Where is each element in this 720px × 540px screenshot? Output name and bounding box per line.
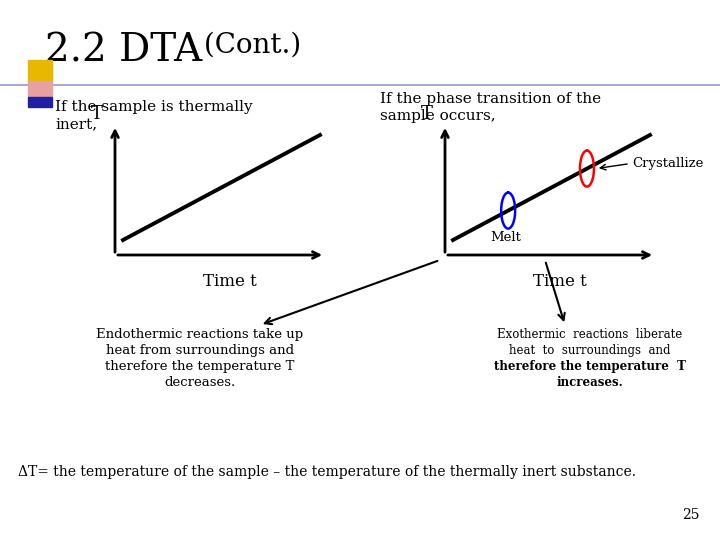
Text: (Cont.): (Cont.) [195, 32, 301, 59]
Text: therefore the temperature  T: therefore the temperature T [494, 360, 686, 373]
Text: Exothermic  reactions  liberate: Exothermic reactions liberate [498, 328, 683, 341]
Text: If the phase transition of the: If the phase transition of the [380, 92, 601, 106]
Text: 25: 25 [683, 508, 700, 522]
Text: 2.2 DTA: 2.2 DTA [45, 32, 202, 69]
Text: Melt: Melt [491, 231, 521, 244]
Text: decreases.: decreases. [164, 376, 235, 389]
Text: T: T [421, 105, 433, 123]
Bar [28, 60, 52, 82]
Text: If the sample is thermally: If the sample is thermally [55, 100, 253, 114]
Bar [28, 81, 52, 97]
Text: therefore the temperature T: therefore the temperature T [105, 360, 294, 373]
Text: heat  to  surroundings  and: heat to surroundings and [509, 344, 671, 357]
Bar [28, 97, 52, 107]
Text: Time t: Time t [533, 273, 587, 290]
Text: inert,: inert, [55, 117, 97, 131]
Text: Time t: Time t [203, 273, 257, 290]
Text: increases.: increases. [557, 376, 624, 389]
Text: Crystallize: Crystallize [632, 157, 703, 170]
Text: ΔT= the temperature of the sample – the temperature of the thermally inert subst: ΔT= the temperature of the sample – the … [18, 465, 636, 479]
Text: sample occurs,: sample occurs, [380, 109, 495, 123]
Text: T: T [91, 105, 103, 123]
Text: heat from surroundings and: heat from surroundings and [106, 344, 294, 357]
Text: Endothermic reactions take up: Endothermic reactions take up [96, 328, 304, 341]
